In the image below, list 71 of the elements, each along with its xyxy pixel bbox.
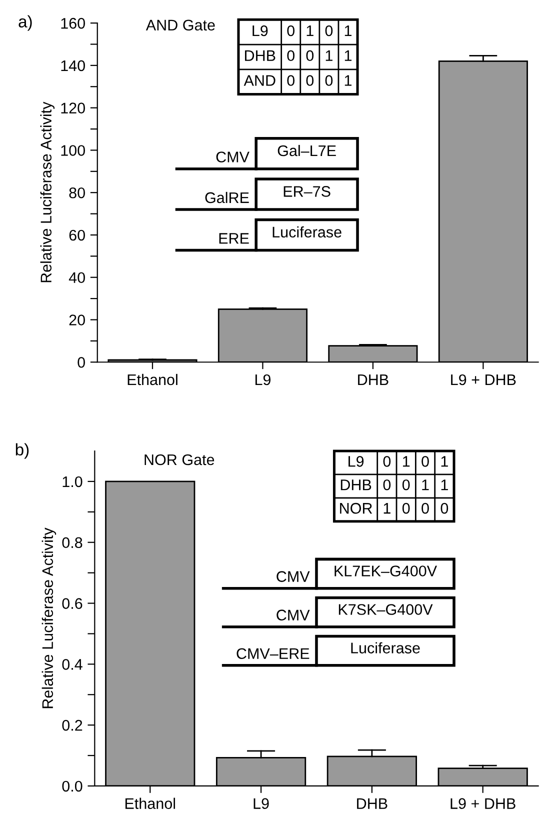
annotation: ER–7S — [284, 186, 330, 197]
annotation: 0 — [287, 75, 295, 86]
annotation: 1 — [344, 50, 352, 61]
annotation: GalRE — [205, 192, 249, 204]
annotation: CMV — [276, 610, 310, 620]
y-axis-title: Relative Luciferase Activity — [42, 528, 56, 708]
annotation: L9 — [348, 456, 364, 467]
annotation: Luciferase — [272, 226, 342, 238]
annotation: 0 — [287, 50, 295, 62]
y-tick-label: 0 — [78, 356, 85, 368]
y-tick-label: 1.0 — [62, 476, 82, 488]
y-tick-label: 140 — [61, 60, 85, 72]
y-tick-label: 20 — [69, 314, 85, 326]
x-tick-label: L9 + DHB — [451, 374, 516, 386]
annotation: Luciferase — [351, 642, 420, 654]
y-tick-label: 160 — [61, 18, 85, 29]
annotation: 1 — [403, 456, 410, 467]
y-tick-label: 60 — [69, 230, 85, 241]
annotation: 0 — [325, 75, 333, 86]
annotation: Gal–L7E — [278, 144, 336, 156]
annotation: DHB — [340, 480, 372, 490]
y-tick-label: 0.8 — [62, 537, 82, 548]
x-tick-label: L9 — [255, 374, 270, 386]
annotation: 0 — [440, 502, 448, 514]
annotation: AND — [244, 75, 276, 86]
annotation: L9 — [252, 25, 268, 36]
annotation: 1 — [326, 50, 332, 61]
annotation: 0 — [422, 502, 429, 514]
text: a) — [18, 15, 32, 31]
annotation: 1 — [384, 503, 390, 514]
y-tick-label: 40 — [68, 272, 85, 284]
annotation: 1 — [441, 480, 448, 490]
annotation: DHB — [245, 50, 276, 61]
annotation: 0 — [383, 479, 391, 490]
annotation: 1 — [344, 75, 352, 86]
x-tick-label: L9 — [254, 798, 269, 809]
annotation: 0 — [306, 50, 314, 62]
annotation: 1 — [422, 480, 429, 490]
text: b) — [16, 443, 29, 459]
annotation: 1 — [441, 456, 448, 467]
annotation: 1 — [344, 26, 352, 36]
annotation: 0 — [383, 456, 391, 467]
annotation: 0 — [287, 25, 295, 36]
y-axis-title: Relative Luciferase Activity — [40, 102, 55, 282]
annotation: NOR — [340, 502, 372, 514]
annotation: AND Gate — [146, 20, 215, 31]
annotation: CMV–ERE — [236, 648, 310, 660]
y-tick-label: 0.4 — [62, 659, 82, 670]
x-tick-label: DHB — [358, 374, 388, 385]
annotation: NOR Gate — [144, 454, 214, 466]
annotation: 0 — [422, 456, 429, 467]
annotation: 0 — [402, 502, 410, 514]
annotation: 0 — [306, 75, 314, 86]
y-tick-label: 0.2 — [62, 720, 82, 731]
annotation: 1 — [306, 26, 314, 36]
annotation: 0 — [325, 25, 333, 36]
y-tick-label: 0.6 — [62, 598, 82, 609]
x-tick-label: L9 + DHB — [450, 798, 516, 809]
y-tick-label: 80 — [69, 187, 85, 198]
y-tick-label: 120 — [61, 102, 85, 114]
x-tick-label: Ethanol — [128, 374, 178, 386]
annotation: 0 — [402, 479, 410, 490]
annotation: CMV — [276, 571, 310, 582]
annotation: KL7EK–G400V — [334, 566, 437, 576]
x-tick-label: Ethanol — [125, 798, 176, 809]
annotation: K7SK–G400V — [338, 604, 433, 615]
annotation: CMV — [216, 152, 250, 162]
x-tick-label: DHB — [357, 798, 388, 809]
y-tick-label: 100 — [61, 145, 85, 156]
annotation: ERE — [219, 233, 249, 244]
y-tick-label: 0.0 — [62, 780, 82, 792]
